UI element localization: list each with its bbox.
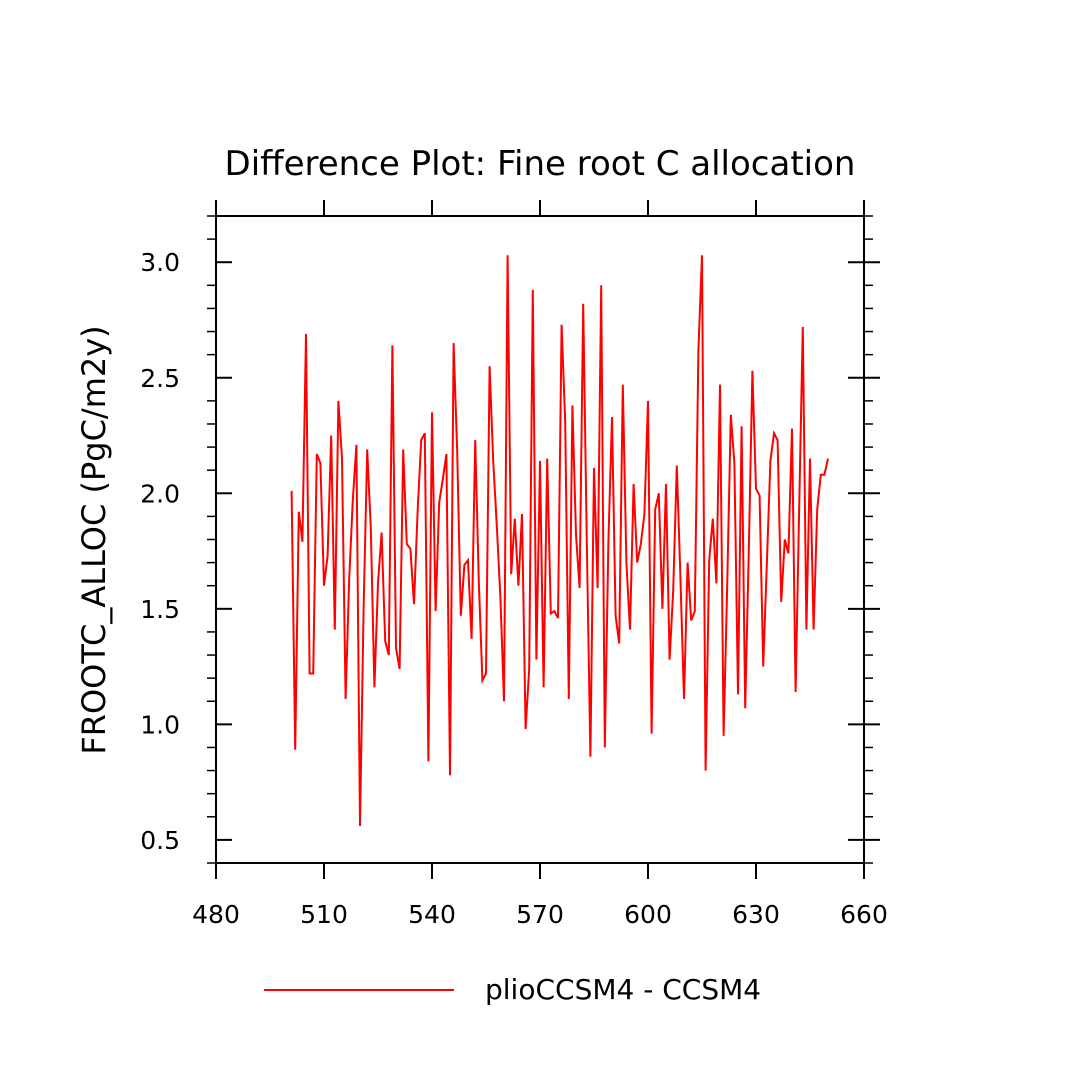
x-tick-label: 480 bbox=[192, 900, 240, 929]
chart-title: Difference Plot: Fine root C allocation bbox=[225, 144, 856, 184]
tick-labels: 480 510 540 570 600 630 660 0.5 1.0 1.5 2.0 2.5 3.0 bbox=[140, 248, 888, 929]
y-tick-label: 1.0 bbox=[140, 710, 180, 739]
x-tick-label: 600 bbox=[624, 900, 672, 929]
legend: plioCCSM4 - CCSM4 bbox=[264, 973, 761, 1006]
x-tick-label: 570 bbox=[516, 900, 564, 929]
x-tick-label: 540 bbox=[408, 900, 456, 929]
x-tick-label: 510 bbox=[300, 900, 348, 929]
y-tick-label: 2.0 bbox=[140, 479, 180, 508]
legend-label: plioCCSM4 - CCSM4 bbox=[485, 973, 761, 1006]
x-tick-label: 660 bbox=[840, 900, 888, 929]
series-line bbox=[290, 255, 829, 827]
y-tick-label: 0.5 bbox=[140, 826, 180, 855]
x-tick-label: 630 bbox=[732, 900, 780, 929]
y-tick-label: 2.5 bbox=[140, 364, 180, 393]
plot-series bbox=[290, 255, 829, 827]
plot-frame bbox=[215, 215, 865, 864]
axis-ticks bbox=[207, 200, 880, 879]
y-tick-label: 3.0 bbox=[140, 248, 180, 277]
y-axis-label: FROOTC_ALLOC (PgC/m2y) bbox=[75, 325, 113, 754]
y-tick-label: 1.5 bbox=[140, 595, 180, 624]
